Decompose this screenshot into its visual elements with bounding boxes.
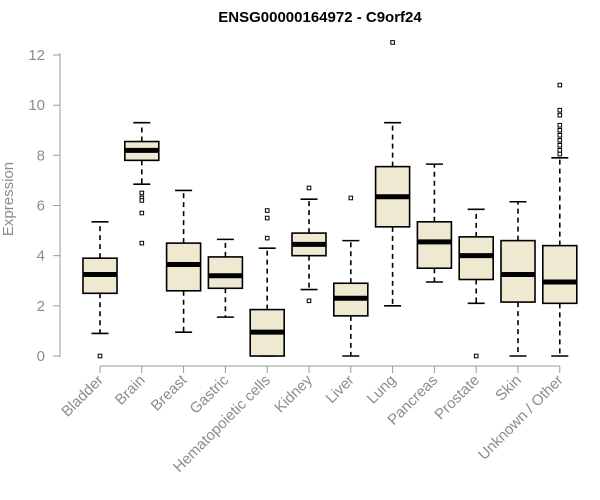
boxes xyxy=(82,40,578,359)
outlier-point xyxy=(306,298,312,304)
box-iqr xyxy=(541,244,578,305)
box-pancreas xyxy=(416,163,453,283)
box-iqr xyxy=(416,221,453,270)
outlier-point xyxy=(97,353,103,359)
y-tick-label: 6 xyxy=(37,198,45,215)
x-tick-label: Prostate xyxy=(431,372,483,424)
outlier-point xyxy=(557,148,563,153)
outlier-point xyxy=(264,235,270,241)
y-tick-label: 4 xyxy=(37,248,45,265)
outlier-point xyxy=(557,112,563,118)
outlier-point xyxy=(557,137,563,143)
outlier-point xyxy=(139,198,145,203)
outlier-point xyxy=(264,215,270,221)
box-kidney xyxy=(291,185,327,304)
x-tick-label: Kidney xyxy=(271,371,316,416)
outlier-point xyxy=(557,82,563,88)
outlier-point xyxy=(139,210,145,216)
box-bladder xyxy=(82,221,118,359)
box-lung xyxy=(374,40,411,307)
box-iqr xyxy=(458,236,495,281)
outlier-point xyxy=(557,143,563,148)
box-liver xyxy=(332,195,369,357)
box-unknown-other xyxy=(541,82,578,357)
outlier-point xyxy=(390,40,395,45)
outlier-point xyxy=(348,195,354,201)
x-tick-label: Bladder xyxy=(58,372,107,421)
box-breast xyxy=(165,189,202,333)
outlier-point xyxy=(306,185,312,191)
box-prostate xyxy=(458,208,495,359)
x-tick-label: Skin xyxy=(492,372,525,405)
box-iqr xyxy=(207,256,244,290)
y-axis-label: Expression xyxy=(0,162,17,236)
outlier-point xyxy=(473,353,479,359)
y-tick-label: 10 xyxy=(28,97,45,114)
box-iqr xyxy=(165,242,202,292)
box-gastric xyxy=(207,238,244,318)
y-tick-label: 2 xyxy=(37,298,45,315)
x-tick-label: Lung xyxy=(364,372,400,408)
box-iqr xyxy=(500,239,536,303)
outlier-point xyxy=(139,240,145,246)
outlier-point xyxy=(557,132,563,138)
y-ticks: 0 2 4 6 8 10 12 xyxy=(28,47,60,365)
outlier-point xyxy=(557,122,563,128)
outlier-point xyxy=(557,107,563,113)
box-hematopoietic-cells xyxy=(249,208,285,357)
x-tick-label: Brain xyxy=(112,372,149,409)
box-skin xyxy=(500,200,536,357)
y-tick-label: 0 xyxy=(37,348,45,365)
outlier-point xyxy=(139,190,145,196)
x-tick-label: Liver xyxy=(323,372,358,407)
x-tick-label: Breast xyxy=(148,371,191,414)
outlier-point xyxy=(264,208,270,213)
chart-title: ENSG00000164972 - C9orf24 xyxy=(218,9,422,26)
outlier-point xyxy=(557,127,563,133)
outlier-point xyxy=(557,151,563,157)
y-tick-label: 12 xyxy=(28,47,45,64)
y-tick-label: 8 xyxy=(37,147,45,164)
box-brain xyxy=(124,121,160,246)
